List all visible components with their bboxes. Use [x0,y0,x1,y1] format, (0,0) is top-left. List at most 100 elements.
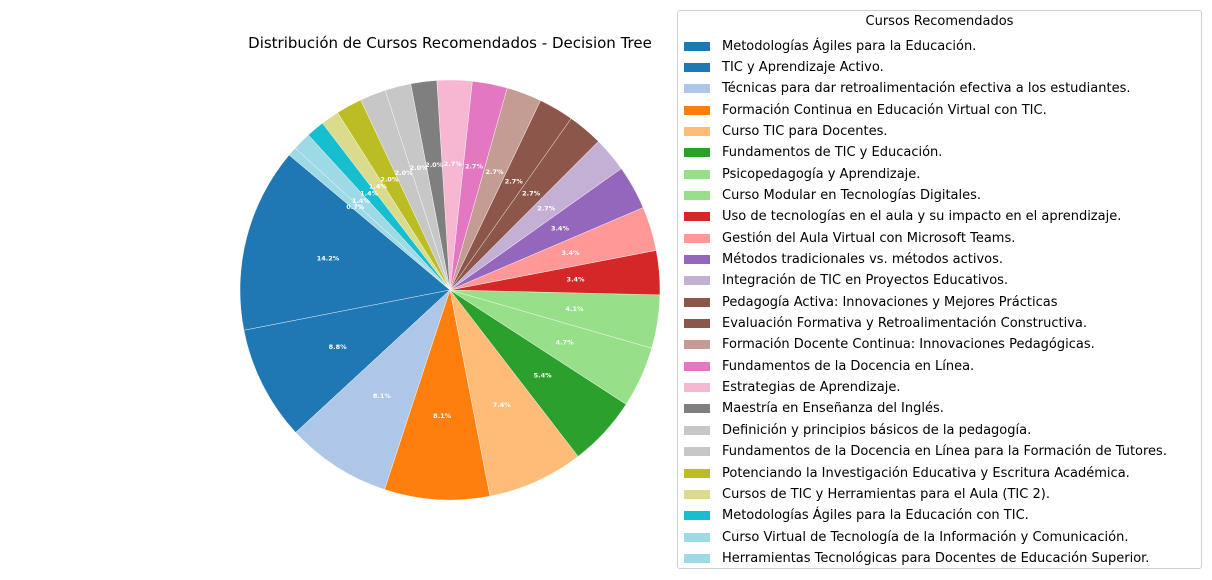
legend-swatch [684,532,710,542]
pie-slice [288,147,451,291]
legend-item: Fundamentos de TIC y Educación. [684,143,942,163]
legend-swatch [684,190,710,200]
legend-swatch [684,511,710,521]
legend-item: Métodos tradicionales vs. métodos activo… [684,250,1003,270]
legend-label: Pedagogía Activa: Innovaciones y Mejores… [722,294,1058,310]
legend-item: TIC y Aprendizaje Activo. [684,57,884,77]
legend-swatch [684,105,710,115]
legend-label: Curso TIC para Docentes. [722,123,888,139]
legend-item: Formación Docente Continua: Innovaciones… [684,335,1095,355]
slice-percent-label: 2.7% [485,168,504,176]
legend-item: Curso Virtual de Tecnología de la Inform… [684,527,1128,547]
pie-chart: 14.2% 8.8% 8.1% 8.1% 7.4% 5.4% 4.7% 4.1% 3.4% 3.4… [239,79,661,501]
slice-percent-label: 14.2% [317,255,340,263]
slice-percent-label: 3.4% [567,276,586,284]
legend-swatch [684,62,710,72]
legend-item: Gestión del Aula Virtual con Microsoft T… [684,228,1015,248]
legend-title: Cursos Recomendados [865,14,1014,29]
legend-item: Formación Continua en Educación Virtual … [684,100,1047,120]
legend-label: Estrategias de Aprendizaje. [722,380,901,396]
pie-slice [295,289,451,490]
legend-label: Fundamentos de la Docencia en Línea. [722,358,975,374]
legend-item: Metodologías Ágiles para la Educación co… [684,506,1029,526]
legend-label: Curso Virtual de Tecnología de la Inform… [722,529,1129,545]
legend-label: Formación Continua en Educación Virtual … [722,102,1047,118]
legend-label: Gestión del Aula Virtual con Microsoft T… [722,230,1016,246]
legend-swatch [684,276,710,286]
legend-swatch [684,169,710,179]
slice-percent-label: 1.4% [369,183,388,191]
legend-swatch [684,255,710,264]
legend-swatch [684,404,710,414]
legend-swatch [684,126,710,136]
legend-item: Fundamentos de la Docencia en Línea para… [684,442,1167,462]
legend-swatch [684,319,710,329]
legend-swatch [684,383,710,393]
legend-item: Potenciando la Investigación Educativa y… [684,463,1130,483]
slice-percent-label: 8.1% [373,392,392,400]
legend-item: Cursos de TIC y Herramientas para el Aul… [684,484,1050,504]
legend-swatch [684,340,710,350]
legend-label: Metodologías Ágiles para la Educación co… [722,508,1029,524]
pie-slice [239,154,451,331]
legend-item: Curso TIC para Docentes. [684,121,888,141]
legend-label: Métodos tradicionales vs. métodos activo… [722,252,1004,267]
legend-label: Cursos de TIC y Herramientas para el Aul… [722,486,1050,502]
legend-item: Fundamentos de la Docencia en Línea. [684,356,974,376]
slice-percent-label: 1.4% [352,197,371,205]
slice-percent-label: 2.7% [522,190,541,198]
slice-percent-label: 3.4% [561,249,580,257]
legend-item: Uso de tecnologías en el aula y su impac… [684,207,1121,227]
slice-percent-label: 4.1% [566,305,585,313]
slice-percent-label: 1.4% [360,189,379,197]
legend-label: Técnicas para dar retroalimentación efec… [722,81,1131,97]
legend-label: Curso Modular en Tecnologías Digitales. [722,187,982,203]
slice-percent-label: 2.7% [537,205,556,213]
legend-item: Definición y principios básicos de la pe… [684,420,1031,440]
legend-label: Definición y principios básicos de la pe… [722,422,1032,438]
legend-swatch [684,233,710,243]
legend-swatch [684,297,710,307]
legend-item: Metodologías Ágiles para la Educación. [684,36,976,56]
legend-item: Estrategias de Aprendizaje. [684,378,900,398]
slice-percent-label: 0.7% [346,203,365,211]
legend-label: Fundamentos de TIC y Educación. [722,145,943,161]
pie-slice [449,289,579,497]
legend-item: Evaluación Formativa y Retroalimentación… [684,314,1087,334]
slice-percent-label: 5.4% [534,371,553,379]
legend-item: Integración de TIC en Proyectos Educativ… [684,271,1008,291]
slice-percent-label: 4.7% [556,338,575,346]
slice-percent-label: 2.0% [410,164,429,172]
legend-swatch [684,489,710,499]
slice-percent-label: 8.8% [329,343,348,351]
slice-percent-label: 7.4% [493,401,512,409]
legend-label: Uso de tecnologías en el aula y su impac… [722,209,1122,225]
legend-swatch [684,212,710,222]
pie-slice [384,289,491,501]
legend-swatch [684,425,710,435]
legend-swatch [684,148,710,158]
pie-slice [243,289,451,433]
legend: Cursos Recomendados Metodologías Ágiles … [677,10,1202,569]
legend-label: Maestría en Enseñanza del Inglés. [722,401,944,417]
slice-percent-label: 3.4% [551,224,570,232]
legend-swatch [684,468,710,478]
legend-label: Fundamentos de la Docencia en Línea para… [722,444,1167,460]
legend-label: Psicopedagogía y Aprendizaje. [722,166,921,182]
legend-label: Integración de TIC en Proyectos Educativ… [722,273,1009,289]
legend-label: Potenciando la Investigación Educativa y… [722,465,1130,481]
chart-title: Distribución de Cursos Recomendados - De… [248,34,652,52]
legend-swatch [684,41,710,51]
legend-swatch [684,553,710,563]
legend-label: Herramientas Tecnológicas para Docentes … [722,550,1150,566]
legend-label: Metodologías Ágiles para la Educación. [722,38,977,54]
legend-swatch [684,84,710,94]
slice-percent-label: 2.0% [380,176,399,184]
legend-item: Curso Modular en Tecnologías Digitales. [684,185,981,205]
legend-swatch [684,361,710,371]
legend-label: TIC y Aprendizaje Activo. [722,59,884,75]
legend-item: Herramientas Tecnológicas para Docentes … [684,548,1149,568]
slice-percent-label: 2.7% [505,177,524,185]
legend-item: Técnicas para dar retroalimentación efec… [684,79,1130,99]
legend-item: Psicopedagogía y Aprendizaje. [684,164,920,184]
